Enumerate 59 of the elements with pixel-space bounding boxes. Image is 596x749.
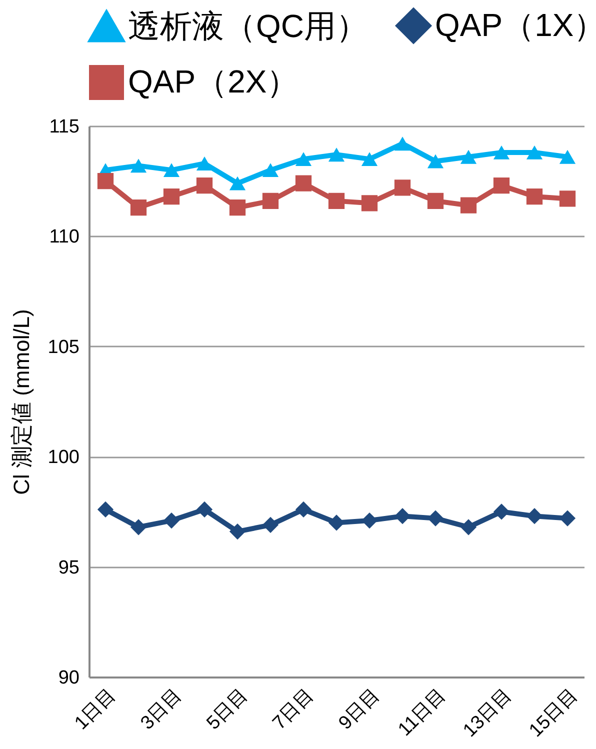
point bbox=[526, 188, 543, 205]
y-tick-label: 105 bbox=[48, 336, 80, 358]
x-tick-label: 13日目 bbox=[459, 684, 516, 742]
point bbox=[163, 163, 180, 178]
legend-label: QAP（1X） bbox=[435, 6, 596, 43]
point bbox=[130, 519, 147, 536]
y-tick-label: 100 bbox=[48, 447, 80, 468]
point bbox=[97, 173, 114, 190]
point bbox=[361, 195, 378, 212]
y-tick-label: 115 bbox=[49, 116, 80, 138]
x-tick-label: 7日目 bbox=[268, 684, 318, 734]
point bbox=[559, 190, 576, 207]
point bbox=[229, 523, 246, 540]
point bbox=[460, 197, 477, 214]
x-tick-label: 3日目 bbox=[136, 684, 186, 734]
y-axis-title: Cl 測定値 (mmol/L) bbox=[8, 309, 34, 495]
point bbox=[262, 192, 279, 209]
point bbox=[196, 177, 213, 194]
point bbox=[493, 145, 510, 160]
point bbox=[328, 514, 345, 531]
point bbox=[328, 192, 345, 209]
point bbox=[262, 516, 279, 533]
point bbox=[97, 501, 114, 518]
point bbox=[394, 136, 411, 151]
point bbox=[559, 510, 576, 526]
y-tick-label: 95 bbox=[58, 557, 80, 578]
point bbox=[394, 508, 411, 524]
point bbox=[130, 199, 147, 216]
point bbox=[295, 152, 312, 166]
point bbox=[394, 180, 411, 196]
point bbox=[262, 163, 279, 178]
point bbox=[163, 512, 180, 529]
point bbox=[493, 504, 510, 520]
legend-label: QAP（2X） bbox=[128, 64, 299, 100]
point bbox=[196, 156, 213, 170]
point bbox=[559, 150, 576, 164]
point bbox=[295, 501, 312, 518]
x-tick-label: 15日目 bbox=[525, 684, 582, 742]
point bbox=[361, 152, 378, 166]
point bbox=[427, 192, 444, 209]
legend-label: 透析液（QC用） bbox=[128, 8, 368, 44]
point bbox=[526, 508, 543, 524]
point bbox=[130, 158, 147, 173]
point bbox=[460, 519, 477, 536]
x-tick-label: 11日目 bbox=[394, 684, 450, 740]
y-tick-label: 110 bbox=[49, 226, 80, 248]
point bbox=[229, 199, 246, 216]
point bbox=[493, 177, 510, 194]
point bbox=[427, 510, 444, 526]
point bbox=[196, 501, 213, 518]
point bbox=[460, 150, 477, 164]
x-tick-label: 5日目 bbox=[202, 684, 252, 734]
point bbox=[328, 148, 345, 162]
point bbox=[526, 145, 543, 160]
point bbox=[295, 175, 312, 192]
point bbox=[229, 176, 246, 190]
point bbox=[163, 188, 180, 205]
point bbox=[427, 154, 444, 168]
x-tick-label: 9日目 bbox=[334, 684, 384, 734]
